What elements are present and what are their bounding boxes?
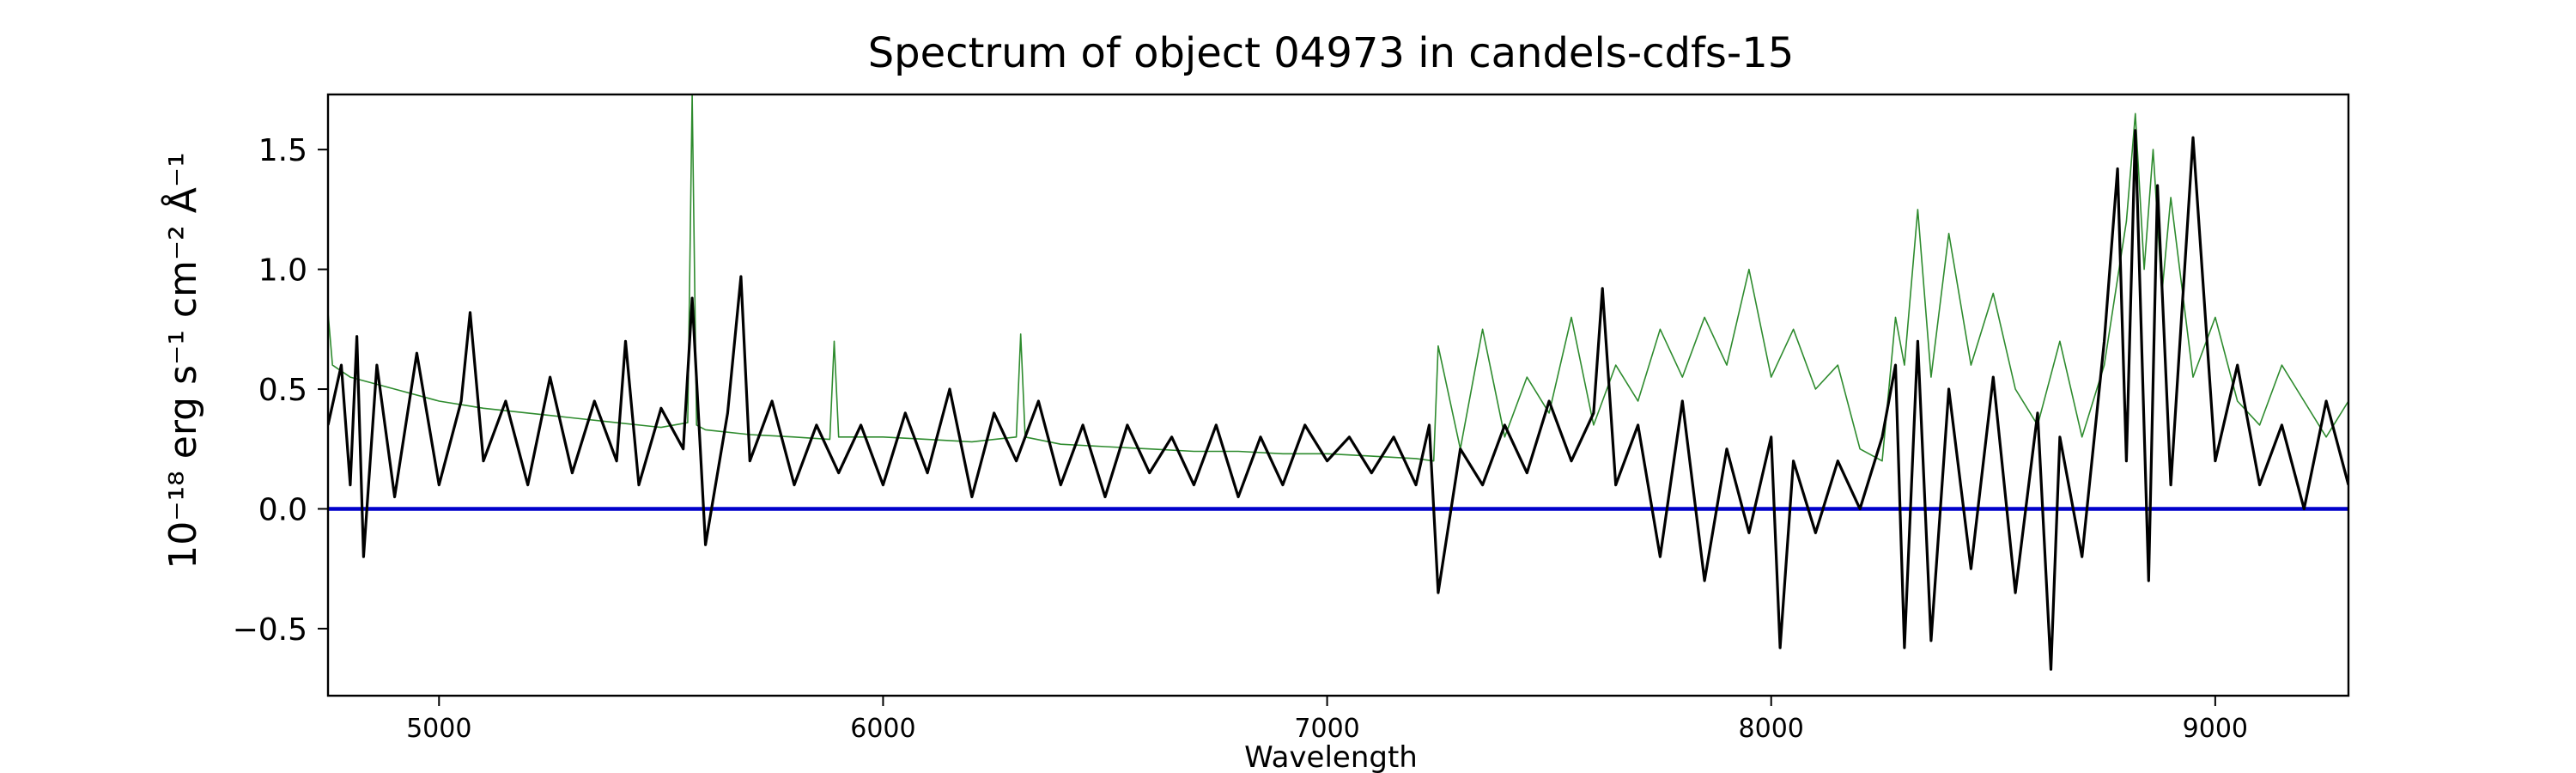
y-tick-label: 0.0: [258, 492, 307, 527]
x-tick-label: 8000: [1739, 714, 1804, 744]
chart-title: Spectrum of object 04973 in candels-cdfs…: [868, 29, 1795, 77]
y-tick-label: 1.5: [258, 133, 307, 168]
x-tick-label: 5000: [406, 714, 471, 744]
y-tick-label: 0.5: [258, 373, 307, 408]
plot-frame: [326, 93, 2350, 697]
x-tick-label: 7000: [1294, 714, 1359, 744]
x-axis: 5000 6000 7000 8000 9000: [406, 696, 2248, 744]
x-tick-label: 6000: [850, 714, 915, 744]
flux-series-line: [328, 129, 2348, 671]
y-axis-label: 10⁻¹⁸ erg s⁻¹ cm⁻² Å⁻¹: [160, 152, 205, 569]
x-tick-label: 9000: [2183, 714, 2248, 744]
y-axis: −0.5 0.0 0.5 1.0 1.5: [233, 133, 328, 648]
y-tick-label: −0.5: [233, 612, 307, 648]
y-tick-label: 1.0: [258, 253, 307, 289]
error-series-line: [328, 94, 2348, 462]
plot-area: [326, 93, 2350, 697]
x-axis-label: Wavelength: [1244, 740, 1418, 773]
